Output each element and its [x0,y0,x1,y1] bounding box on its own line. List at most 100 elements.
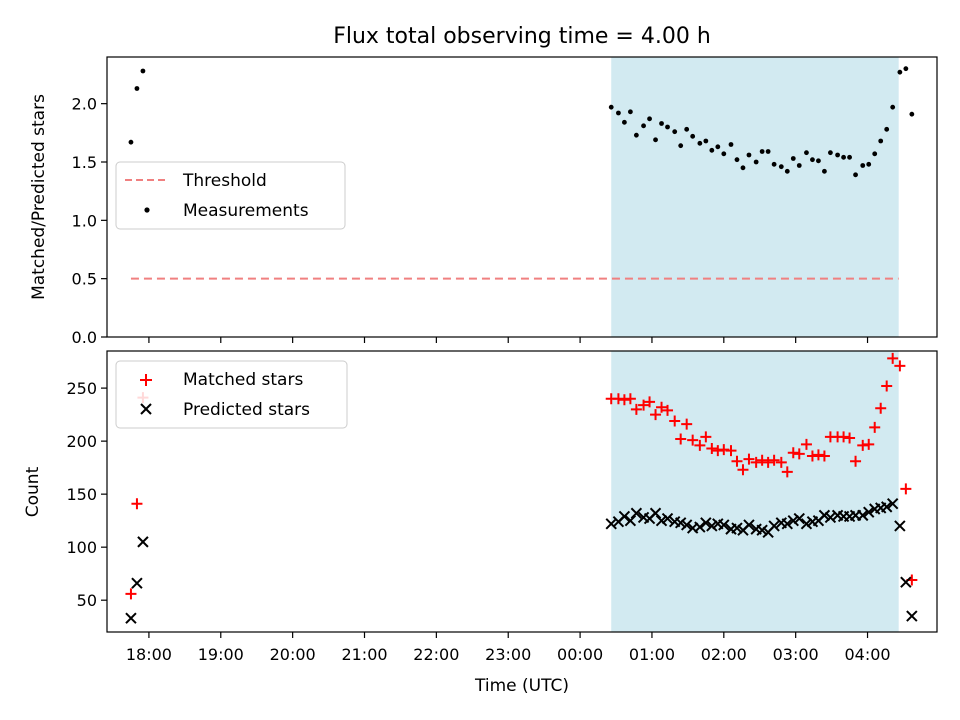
measurement-point [647,116,652,122]
matched-star-point [863,438,875,450]
measurement-point [909,111,915,117]
y-tick-label: 250 [66,379,97,398]
observing-window-band [611,351,899,632]
predicted-star-point [818,509,831,522]
measurement-point [828,150,833,156]
ratio-x-ticks [148,337,869,343]
measurement-point [608,104,614,110]
matched-star-point [894,360,906,372]
predicted-star-point [137,536,149,548]
predicted-star-point [694,521,706,533]
matched-star-point [675,433,687,445]
measurement-point [810,157,815,163]
measurement-point [633,132,639,138]
matched-star-point [662,404,674,416]
predicted-star-point [787,514,799,527]
matched-star-point [781,466,793,478]
matched-star-point [887,352,899,364]
ratio-legend-box [115,161,346,230]
x-tick-label: 19:00 [198,645,244,664]
matched-star-point [743,453,755,465]
observing-window-band [611,57,899,337]
count-x-ticks: 18:00 19:00 20:00 21:00 22:00 23:00 00:00 01:00… [126,632,891,664]
predicted-star-point [900,576,912,588]
predicted-star-point [880,501,893,513]
measurement-point [816,158,821,164]
ratio-plot-frame [106,56,938,338]
matched-star-point [768,454,780,466]
measurement-point [835,152,840,158]
predicted-legend-label: Predicted stars [183,400,310,420]
predicted-star-point [781,518,793,530]
count-legend-box [115,360,348,429]
predicted-star-point [649,507,662,519]
predicted-star-point [894,520,906,532]
predicted-star-point [655,514,668,527]
matched-star-point [700,431,712,443]
measurement-point [804,150,809,156]
matched-star-point [731,455,743,467]
matched-star-point [687,434,699,446]
observing-window-shade-top [611,57,899,337]
matched-star-point [800,438,812,450]
matched-star-point [787,447,799,459]
matched-star-point [881,380,893,392]
predicted-star-point [768,520,780,532]
predicted-star-point [661,512,674,525]
predicted-star-point [857,509,869,522]
predicted-star-point [624,514,637,527]
matched-star-point [669,415,681,427]
matched-star-point [857,439,869,451]
x-tick-label: 21:00 [341,645,387,664]
measurement-point [627,109,633,115]
predicted-star-point [680,519,693,531]
y-tick-label: 2.0 [72,95,97,114]
measurement-point [822,168,827,174]
x-tick-label: 01:00 [629,645,675,664]
predicted-star-point [824,511,837,524]
ratio-legend: Threshold Measurements [115,161,346,230]
predicted-star-point [674,517,687,529]
matched-star-point [131,498,143,510]
matched-star-point [869,421,881,433]
matched-star-point [775,456,787,468]
measurement-point [860,163,866,168]
measurement-point [872,151,878,157]
measurement-point [746,152,752,158]
measurement-point [140,68,146,74]
predicted-star-point [863,506,875,518]
predicted-star-point [718,519,730,531]
figure-title: Flux total observing time = 4.00 h [333,24,711,49]
x-tick-label: 00:00 [557,645,603,664]
measurement-point [697,140,703,146]
predicted-star-point [131,577,143,589]
measurement-point [641,123,646,129]
count-legend: Matched stars Predicted stars [115,360,348,429]
matched-star-point [694,439,706,451]
matched-star-point [638,399,650,411]
measurement-point [897,69,903,75]
x-tick-label: 23:00 [485,645,531,664]
matched-star-point [806,450,818,462]
predicted-star-point [618,510,631,523]
count-plot-frame [106,350,938,633]
matched-star-point [656,401,668,413]
matched-star-point [750,456,762,468]
predicted-star-point [605,518,617,530]
measurement-point [653,137,658,143]
measurement-point [841,154,846,160]
predicted-stars-points [125,497,918,624]
matched-star-point [737,464,749,476]
measurement-point [622,119,627,125]
y-tick-label: 1.0 [72,211,97,230]
measurement-point [740,165,746,171]
ratio-panel: 0.00.51.01.52.0 Matched/Predicted stars … [29,56,938,347]
y-tick-label: 100 [66,538,97,557]
measurement-point [759,149,765,154]
measurement-point [715,144,721,150]
x-tick-label: 18:00 [126,645,172,664]
x-tick-label: 20:00 [270,645,316,664]
count-panel: 50 100 150 200 250 18:00 19:00 20:00 21:00 22:00… [23,350,938,664]
matched-star-point [706,443,718,455]
